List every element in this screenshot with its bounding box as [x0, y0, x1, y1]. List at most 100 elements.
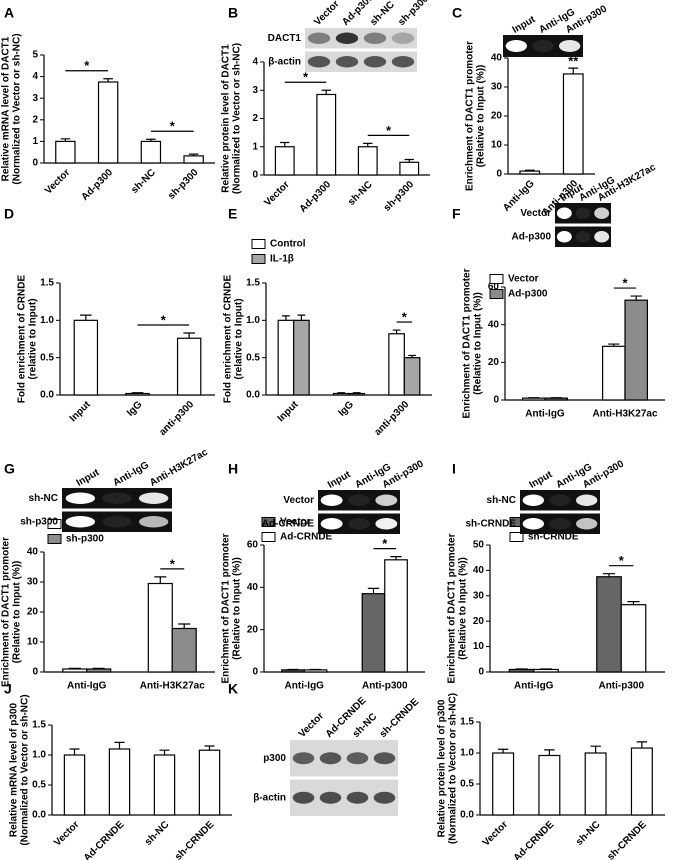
- y-tick-label: 0.5: [246, 352, 260, 363]
- error-bar: [590, 745, 601, 753]
- bar: [601, 345, 626, 401]
- error-bar: [321, 89, 331, 95]
- y-tick-label: 5: [32, 50, 38, 61]
- y-tick-label: 3: [32, 93, 38, 104]
- y-tick-label: 10: [473, 641, 485, 652]
- blot-band: [594, 207, 610, 219]
- significance: *: [386, 123, 392, 138]
- error-bar: [337, 392, 346, 394]
- bar: [596, 576, 622, 673]
- blot-row-label: β-actin: [253, 792, 286, 803]
- error-bar: [154, 576, 167, 584]
- blot-band: [319, 791, 342, 804]
- error-bar: [282, 315, 290, 321]
- panel-letter: F: [452, 206, 461, 222]
- error-bar: [204, 745, 215, 751]
- blot-band: [65, 516, 96, 528]
- error-bar: [497, 748, 509, 753]
- x-tick-label: Anti-IgG: [514, 681, 554, 692]
- blot-band: [307, 32, 331, 44]
- y-tick-label: 1.0: [246, 315, 260, 326]
- y-tick-label: 60: [247, 540, 259, 551]
- legend-label: Vector: [280, 517, 311, 528]
- x-tick-label: Vector: [481, 819, 510, 848]
- y-tick-label: 20: [27, 607, 39, 618]
- panel-letter: D: [4, 206, 14, 222]
- x-tick-label: Ad-CRNDE: [512, 819, 557, 860]
- blot-strip: [503, 35, 583, 57]
- error-bar: [404, 158, 414, 163]
- significance: *: [303, 70, 309, 85]
- bar: [73, 319, 99, 396]
- blot-band: [559, 40, 581, 52]
- error-bar: [178, 623, 191, 629]
- y-axis-label: Enrichment of DACT1 promoter: [1, 537, 12, 687]
- blot-band: [335, 56, 359, 68]
- error-bar: [544, 749, 555, 756]
- panel-letter: E: [228, 206, 237, 222]
- blot-column-label: sh-CRNDE: [378, 696, 422, 740]
- error-bar: [297, 314, 306, 321]
- error-bar: [114, 741, 125, 749]
- blot-row-label: sh-p300: [20, 516, 58, 527]
- x-tick-label: IgG: [336, 399, 356, 419]
- y-tick-label: 0: [496, 169, 502, 180]
- x-tick-label: Ad-p300: [298, 179, 334, 215]
- x-tick-label: sh-NC: [346, 179, 375, 208]
- y-tick-label: 4: [252, 57, 258, 68]
- y-tick-label: 0.5: [460, 779, 474, 790]
- bar: [399, 161, 420, 176]
- legend-label: sh-CRNDE: [528, 532, 579, 543]
- blot-row-label: DACT1: [268, 33, 302, 44]
- bar: [147, 582, 173, 673]
- blot-column-label: sh-p300: [396, 0, 431, 28]
- y-tick-label: 20: [473, 616, 485, 627]
- error-bar: [183, 332, 195, 339]
- blot-row-label: Vector: [283, 495, 314, 506]
- y-tick-label: 0.0: [460, 810, 474, 821]
- blot-band: [594, 231, 610, 243]
- y-tick-label: 20: [247, 624, 259, 635]
- x-tick-label: Anti-H3K27ac: [140, 681, 205, 692]
- bar: [140, 140, 162, 164]
- x-tick-label: Anti-p300: [362, 681, 408, 692]
- blot-band: [319, 752, 342, 765]
- blot-strip: [62, 488, 172, 509]
- bar: [544, 397, 568, 401]
- bar: [183, 155, 204, 164]
- blot-band: [556, 231, 572, 243]
- bar: [538, 754, 561, 816]
- y-tick-label: 20: [491, 111, 503, 122]
- y-axis-label: (Relative to Input (%)): [232, 557, 243, 660]
- y-axis-label: Relative mRNA level of p300: [9, 703, 20, 838]
- blot-band: [292, 791, 315, 804]
- error-bar: [68, 667, 81, 669]
- legend-label: Ad-p300: [508, 289, 548, 300]
- x-tick-label: sh-NC: [143, 819, 172, 848]
- bar: [125, 392, 150, 396]
- blot-band: [549, 494, 571, 506]
- panel-letter: I: [452, 461, 456, 477]
- bar: [584, 752, 607, 816]
- y-tick-label: 2: [32, 114, 38, 125]
- y-tick-label: 10: [491, 140, 503, 151]
- bar: [293, 319, 310, 396]
- blot-band: [346, 752, 369, 765]
- panel-letter: K: [228, 681, 238, 697]
- blot-strip: [318, 513, 400, 534]
- blot-column-label: Vector: [312, 0, 341, 28]
- bar: [281, 669, 305, 673]
- bar: [562, 73, 584, 175]
- legend-swatch: [251, 239, 266, 249]
- blot-band: [375, 518, 398, 530]
- bar: [519, 170, 541, 175]
- legend-swatch: [509, 532, 524, 542]
- error-bar: [390, 556, 402, 560]
- blot-row-label: p300: [263, 753, 286, 764]
- blot-column-label: Input: [326, 469, 353, 491]
- legend-label: sh-p300: [66, 534, 104, 545]
- blot-row-label: Ad-CRNDE: [262, 518, 315, 529]
- y-tick-label: 1.5: [246, 278, 260, 289]
- bar: [521, 397, 546, 401]
- significance: *: [84, 58, 90, 73]
